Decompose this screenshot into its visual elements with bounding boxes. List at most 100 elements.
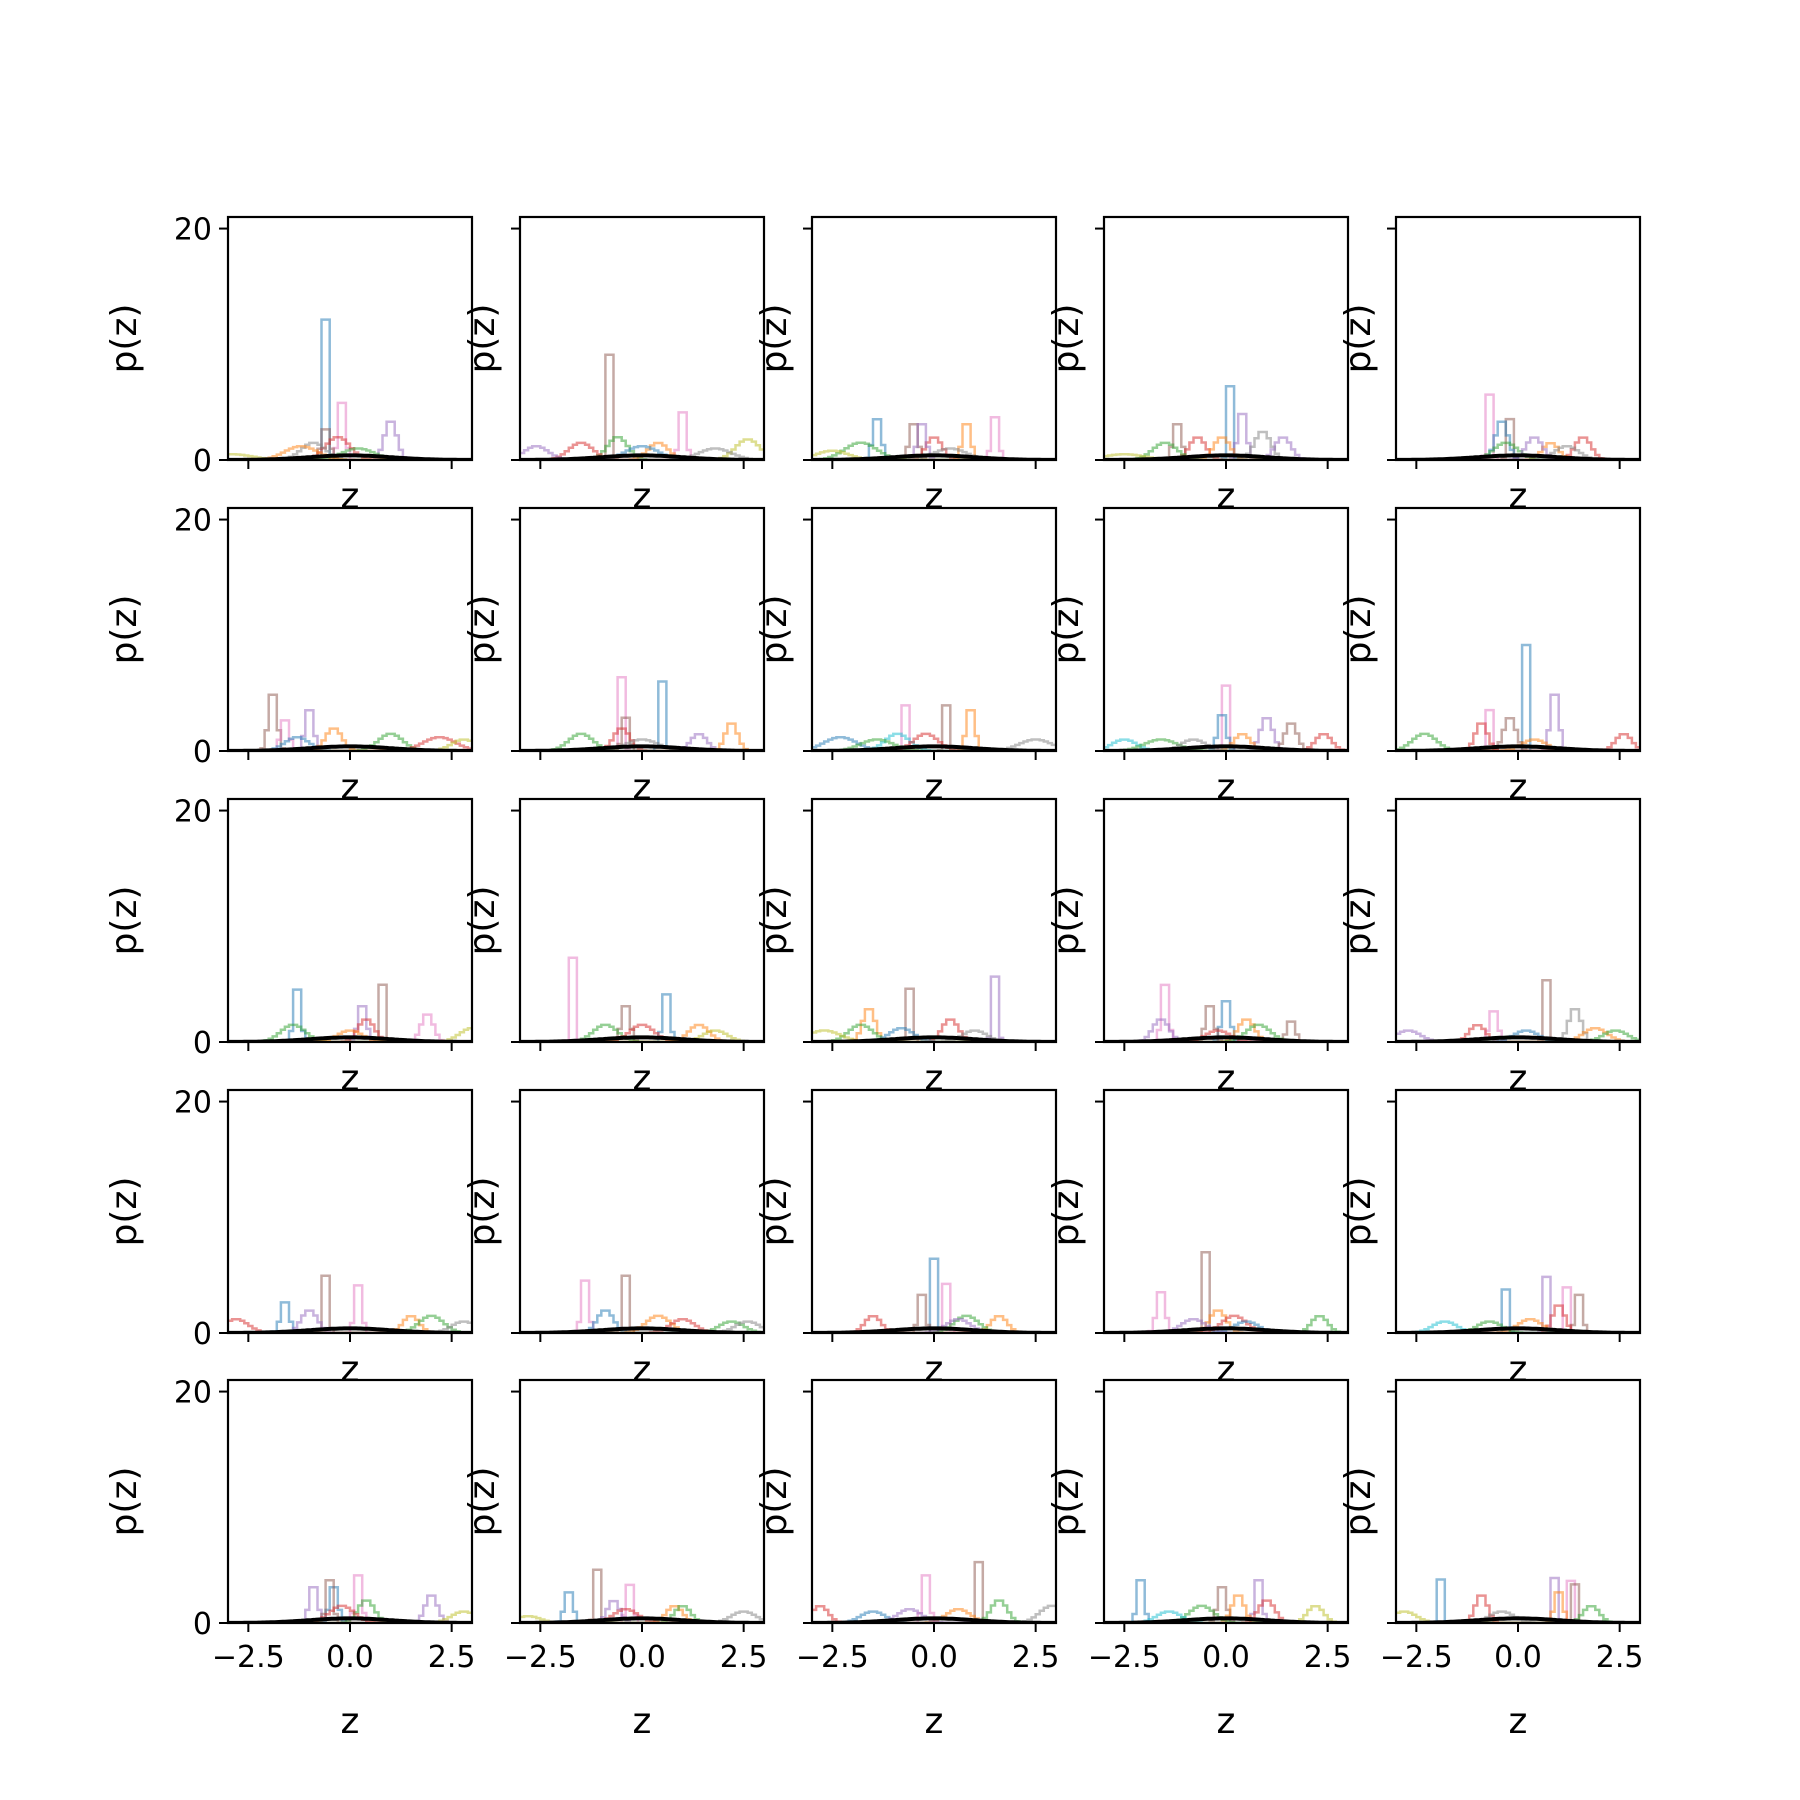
- x-tick-label: −2.5: [1380, 1640, 1453, 1675]
- x-tick-label: −2.5: [796, 1640, 869, 1675]
- x-axis-label: z: [925, 1349, 944, 1390]
- x-tick-label: −2.5: [504, 1640, 577, 1675]
- histogram-series-7: [1396, 1610, 1640, 1623]
- x-axis-label: z: [1217, 476, 1236, 517]
- subplot-r3-c3: z p(z): [754, 797, 1058, 1099]
- histogram-series-8: [1396, 1029, 1640, 1042]
- y-axis-label: p(z): [462, 1177, 503, 1247]
- x-tick-label: 2.5: [1596, 1640, 1644, 1675]
- x-axis-label: z: [341, 767, 360, 808]
- histogram-series-5: [228, 435, 472, 460]
- y-axis-label: p(z): [104, 1177, 145, 1247]
- y-axis-label: p(z): [1338, 595, 1379, 665]
- histogram-series-1: [812, 1257, 1056, 1333]
- histogram-series-7: [1396, 1029, 1640, 1042]
- histogram-series-8: [1396, 738, 1640, 751]
- histogram-series-5: [1104, 1604, 1348, 1623]
- x-axis-label: z: [1509, 1701, 1528, 1742]
- histogram-series-6: [812, 423, 1056, 460]
- x-axis-label: z: [633, 1058, 652, 1099]
- histogram-series-8: [520, 1610, 764, 1623]
- histogram-series-5: [812, 1608, 1056, 1623]
- histogram-series-5: [228, 1599, 472, 1623]
- histogram-series-6: [1104, 1320, 1348, 1333]
- histogram-series-4: [812, 735, 1056, 751]
- histogram-series-3: [1104, 1586, 1348, 1623]
- histogram-series-3: [1104, 1309, 1348, 1333]
- y-axis-label: p(z): [1046, 595, 1087, 665]
- histogram-series-8: [1104, 1029, 1348, 1042]
- subplot-r2-c1: 0 20 z p(z): [104, 504, 474, 808]
- histogram-series-3: [812, 423, 1056, 460]
- histogram-series-8: [228, 738, 472, 751]
- histogram-series-4: [1104, 1018, 1348, 1042]
- x-axis-label: z: [1217, 1701, 1236, 1742]
- histogram-series-5: [1104, 732, 1348, 751]
- histogram-series-7: [1104, 738, 1348, 751]
- subplot-r4-c3: z p(z): [754, 1088, 1058, 1390]
- histogram-series-9: [1396, 1610, 1640, 1623]
- y-axis-label: p(z): [462, 886, 503, 956]
- histogram-series-8: [520, 445, 764, 460]
- histogram-series-5: [228, 1013, 472, 1042]
- histogram-series-2: [812, 1574, 1056, 1623]
- histogram-series-6: [520, 1320, 764, 1333]
- histogram-series-6: [1396, 441, 1640, 460]
- subplot-r5-c1: −2.5 0.0 2.5 0 20 z p(z): [104, 1376, 476, 1742]
- histogram-series-7: [520, 1608, 764, 1623]
- histogram-series-8: [520, 738, 764, 751]
- y-axis-label: p(z): [754, 1177, 795, 1247]
- histogram-series-6: [1396, 1027, 1640, 1042]
- x-tick-label: 2.5: [1304, 1640, 1352, 1675]
- histogram-series-7: [228, 735, 472, 751]
- histogram-series-6: [1396, 1320, 1640, 1333]
- x-axis-label: z: [1509, 476, 1528, 517]
- histogram-series-8: [812, 1608, 1056, 1623]
- y-axis-label: p(z): [462, 1467, 503, 1537]
- x-axis-label: z: [1509, 1349, 1528, 1390]
- subplot-r1-c1: 0 20 z p(z): [104, 213, 474, 517]
- subplot-r5-c2: −2.5 0.0 2.5 z p(z): [462, 1378, 768, 1742]
- x-axis-label: z: [1217, 767, 1236, 808]
- y-axis-label: p(z): [104, 595, 145, 665]
- histogram-series-7: [812, 738, 1056, 751]
- y-tick-label: 0: [193, 1026, 212, 1061]
- x-axis-label: z: [341, 1701, 360, 1742]
- y-tick-label: 0: [193, 1317, 212, 1352]
- x-axis-label: z: [925, 767, 944, 808]
- histogram-series-6: [228, 1314, 472, 1333]
- histogram-series-4: [520, 1314, 764, 1333]
- histogram-series-2: [228, 1586, 472, 1623]
- histogram-series-4: [1396, 716, 1640, 751]
- histogram-series-7: [1396, 1318, 1640, 1333]
- histogram-series-8: [1104, 738, 1348, 751]
- histogram-series-7: [812, 1318, 1056, 1333]
- subplot-r1-c4: z p(z): [1046, 215, 1350, 517]
- histogram-series-4: [520, 1599, 764, 1623]
- histogram-series-2: [228, 1284, 472, 1333]
- y-tick-label: 20: [174, 504, 212, 539]
- histogram-series-7: [228, 447, 472, 460]
- x-axis-label: z: [1217, 1349, 1236, 1390]
- y-tick-label: 0: [193, 444, 212, 479]
- y-axis-label: p(z): [1338, 304, 1379, 374]
- y-axis-label: p(z): [1338, 1467, 1379, 1537]
- x-axis-label: z: [341, 476, 360, 517]
- x-axis-label: z: [633, 1701, 652, 1742]
- subplot-r3-c4: z p(z): [1046, 797, 1350, 1099]
- y-axis-label: p(z): [754, 595, 795, 665]
- histogram-series-2: [1104, 999, 1348, 1042]
- y-axis-label: p(z): [104, 304, 145, 374]
- histogram-series-9: [812, 449, 1056, 460]
- panels-layer: 0 20 z p(z) z p(z) z p(z) z p(z) z p(z) 0 20 z p(z) z p(z…: [104, 213, 1644, 1742]
- histogram-series-8: [812, 447, 1056, 460]
- y-tick-label: 0: [193, 1607, 212, 1642]
- histogram-series-7: [228, 1604, 472, 1623]
- y-axis-label: p(z): [1338, 886, 1379, 956]
- histogram-series-3: [812, 1293, 1056, 1333]
- histogram-series-6: [228, 1594, 472, 1623]
- subplot-r1-c2: z p(z): [462, 215, 766, 517]
- y-axis-label: p(z): [462, 595, 503, 665]
